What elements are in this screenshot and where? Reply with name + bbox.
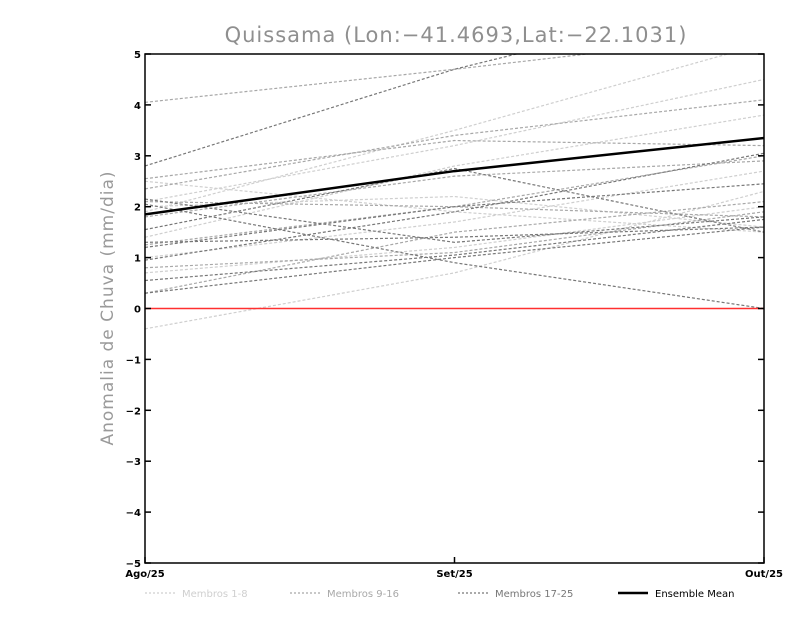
member-series-line: [145, 195, 764, 228]
member-series-line: [145, 167, 764, 233]
member-series-line: [145, 183, 764, 249]
member-series-line: [145, 114, 764, 238]
member-series-line: [145, 203, 764, 310]
y-tick-label: −1: [126, 355, 141, 366]
legend-item: Membros 1-8: [145, 589, 248, 600]
y-tick-label: 0: [134, 305, 141, 316]
member-series-line: [145, 78, 764, 203]
member-series-line: [145, 226, 764, 294]
member-series-line: [145, 201, 764, 294]
y-tick-label: −5: [126, 559, 141, 570]
legend-label: Ensemble Mean: [655, 589, 734, 600]
x-tick-label: Set/25: [436, 569, 472, 580]
member-series-line: [145, 206, 764, 274]
member-series-line: [145, 170, 764, 259]
member-series-line: [145, 211, 764, 269]
ensemble-mean-line: [145, 136, 764, 216]
legend-item: Membros 9-16: [290, 589, 399, 600]
member-series-line: [145, 54, 730, 213]
member-series-line: [145, 198, 764, 243]
legend-label: Membros 1-8: [182, 589, 248, 600]
legend-label: Membros 17-25: [495, 589, 573, 600]
y-tick-label: 2: [134, 203, 141, 214]
y-axis-ticks: −5 −4 −3 −2 −1 0 1 2 3 4 5: [126, 50, 764, 570]
chart-title: Quissama (Lon:−41.4693,Lat:−22.1031): [225, 23, 688, 47]
member-series-line: [145, 160, 764, 218]
member-series-line: [145, 139, 764, 180]
legend-label: Membros 9-16: [327, 589, 399, 600]
x-tick-label: Out/25: [745, 569, 783, 580]
member-series-line: [145, 190, 764, 330]
legend: Membros 1-8 Membros 9-16 Membros 17-25 Ense…: [145, 589, 734, 600]
y-axis-label: Anomalia de Chuva (mm/dia): [98, 170, 118, 445]
legend-item: Ensemble Mean: [618, 589, 734, 600]
y-tick-label: −4: [126, 508, 141, 519]
ensemble-mean-layer: [145, 136, 764, 216]
legend-item: Membros 17-25: [458, 589, 573, 600]
member-series-line: [145, 99, 764, 190]
y-tick-label: 4: [134, 101, 141, 112]
series-layer: [145, 54, 764, 330]
y-tick-label: −2: [126, 406, 141, 417]
y-tick-label: −3: [126, 457, 141, 468]
member-series-line: [145, 218, 764, 282]
x-tick-label: Ago/25: [125, 569, 164, 580]
member-series-line: [145, 201, 764, 218]
y-tick-label: 1: [134, 254, 141, 265]
x-axis-ticks: Ago/25 Set/25 Out/25: [125, 557, 783, 580]
member-series-line: [145, 54, 593, 103]
member-series-line: [145, 226, 764, 243]
y-tick-label: 3: [134, 152, 141, 163]
y-tick-label: 5: [134, 50, 141, 61]
